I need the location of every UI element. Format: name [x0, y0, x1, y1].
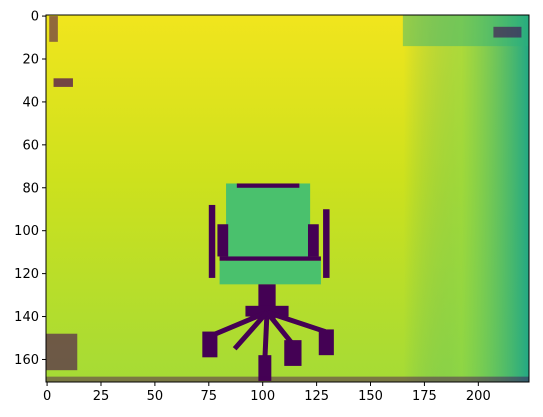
chair-base-leg — [265, 310, 295, 347]
y-tick-label: 120 — [14, 267, 39, 282]
y-tick-label: 100 — [14, 224, 39, 239]
chair-backrest — [226, 183, 311, 261]
chair-seat-top-edge — [219, 256, 321, 261]
x-tick-label: 25 — [93, 389, 110, 404]
x-tick-label: 50 — [147, 389, 164, 404]
x-tick-label: 100 — [250, 389, 275, 404]
y-tick-label: 80 — [22, 181, 39, 196]
chair-hub — [245, 305, 289, 317]
chair-caster — [318, 329, 334, 356]
y-axis: 0 20 40 60 80 100 120 140 160 — [14, 10, 46, 368]
x-tick-label: 125 — [304, 389, 329, 404]
chair-base-leg — [266, 309, 327, 334]
chair-base-leg — [262, 312, 270, 360]
chair-base-leg — [232, 310, 269, 351]
invalid-pixels-top-right — [493, 26, 522, 38]
chair-caster — [202, 331, 218, 358]
invalid-pixels-top-left — [49, 16, 58, 42]
chair-seat — [219, 260, 321, 285]
invalid-pixels-bottom — [46, 376, 529, 382]
invalid-pixels-left-mid — [53, 78, 73, 87]
y-tick-label: 20 — [22, 52, 39, 67]
y-tick-label: 140 — [14, 310, 39, 325]
x-tick-label: 175 — [412, 389, 437, 404]
y-tick-label: 160 — [14, 353, 39, 368]
chair-caster — [284, 340, 302, 366]
y-tick-label: 0 — [31, 10, 39, 25]
chair-backrest-right-edge — [307, 224, 319, 257]
heatmap-plot-area — [46, 15, 529, 382]
chair-right-armrest — [323, 209, 330, 278]
x-tick-label: 0 — [43, 389, 51, 404]
y-tick-label: 60 — [22, 138, 39, 153]
chair-left-armrest — [208, 204, 216, 278]
chair-caster — [258, 355, 272, 381]
axes-frame — [45, 14, 530, 383]
chair-base-leg — [209, 309, 268, 339]
chair-backrest-top-edge — [236, 183, 300, 188]
x-tick-label: 75 — [201, 389, 218, 404]
x-tick-label: 150 — [358, 389, 383, 404]
x-axis: 0 25 50 75 100 125 150 175 200 — [43, 382, 491, 404]
y-tick-label: 40 — [22, 95, 39, 110]
chair-backrest-left-edge — [217, 224, 229, 257]
invalid-pixels-left — [46, 333, 78, 371]
x-tick-label: 200 — [466, 389, 491, 404]
